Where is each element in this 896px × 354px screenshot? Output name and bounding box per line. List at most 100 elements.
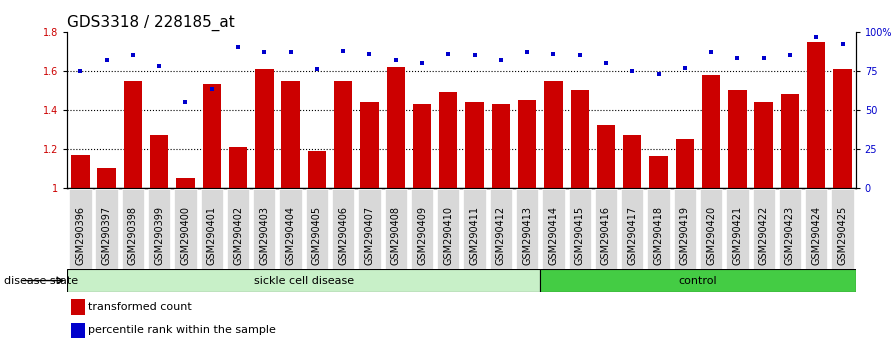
Bar xyxy=(281,80,300,188)
Bar xyxy=(807,42,825,188)
FancyBboxPatch shape xyxy=(674,189,696,282)
Point xyxy=(756,56,771,61)
Point xyxy=(310,67,324,72)
Point xyxy=(835,41,849,47)
FancyBboxPatch shape xyxy=(621,189,643,282)
Bar xyxy=(334,80,352,188)
Point xyxy=(494,57,508,63)
Text: disease state: disease state xyxy=(4,275,79,286)
Text: GSM290400: GSM290400 xyxy=(180,206,191,265)
Bar xyxy=(439,92,458,188)
FancyBboxPatch shape xyxy=(227,189,249,282)
Text: transformed count: transformed count xyxy=(88,302,192,312)
FancyBboxPatch shape xyxy=(175,189,196,282)
Text: GSM290415: GSM290415 xyxy=(574,206,585,265)
Point xyxy=(231,45,246,50)
FancyBboxPatch shape xyxy=(201,189,223,282)
FancyBboxPatch shape xyxy=(306,189,328,282)
FancyBboxPatch shape xyxy=(96,189,117,282)
Text: GSM290401: GSM290401 xyxy=(207,206,217,265)
FancyBboxPatch shape xyxy=(122,189,144,282)
Point xyxy=(651,71,666,77)
FancyBboxPatch shape xyxy=(648,189,669,282)
FancyBboxPatch shape xyxy=(411,189,433,282)
Bar xyxy=(71,299,85,315)
Point xyxy=(152,63,167,69)
FancyBboxPatch shape xyxy=(595,189,617,282)
Bar xyxy=(754,102,773,188)
Point xyxy=(704,49,719,55)
Text: GSM290421: GSM290421 xyxy=(732,206,743,265)
Text: GSM290420: GSM290420 xyxy=(706,206,716,265)
FancyBboxPatch shape xyxy=(358,189,381,282)
Bar xyxy=(150,135,168,188)
FancyBboxPatch shape xyxy=(753,189,775,282)
Point xyxy=(599,60,613,66)
Point xyxy=(441,51,455,57)
Bar xyxy=(465,102,484,188)
Text: GSM290399: GSM290399 xyxy=(154,206,164,265)
Point xyxy=(283,49,297,55)
Bar xyxy=(728,90,746,188)
FancyBboxPatch shape xyxy=(727,189,748,282)
Text: GSM290409: GSM290409 xyxy=(417,206,427,265)
Bar xyxy=(71,322,85,338)
FancyBboxPatch shape xyxy=(148,189,170,282)
Text: control: control xyxy=(678,275,718,286)
Text: GSM290405: GSM290405 xyxy=(312,206,322,265)
Bar xyxy=(571,90,589,188)
Bar xyxy=(228,147,247,188)
Point xyxy=(178,99,193,105)
Bar xyxy=(492,104,510,188)
Text: GSM290417: GSM290417 xyxy=(627,206,637,265)
Text: GSM290406: GSM290406 xyxy=(338,206,349,265)
Bar xyxy=(702,75,720,188)
Text: GSM290424: GSM290424 xyxy=(811,206,822,265)
Point xyxy=(468,52,482,58)
Text: GSM290402: GSM290402 xyxy=(233,206,243,265)
Text: GSM290396: GSM290396 xyxy=(75,206,85,265)
Text: GSM290404: GSM290404 xyxy=(286,206,296,265)
Point xyxy=(783,52,797,58)
Bar xyxy=(307,151,326,188)
FancyBboxPatch shape xyxy=(463,189,486,282)
Text: percentile rank within the sample: percentile rank within the sample xyxy=(88,325,276,336)
FancyBboxPatch shape xyxy=(831,189,854,282)
Bar xyxy=(597,125,616,188)
Text: GSM290410: GSM290410 xyxy=(444,206,453,265)
FancyBboxPatch shape xyxy=(516,189,538,282)
Bar xyxy=(67,269,540,292)
Point xyxy=(257,49,271,55)
Point xyxy=(99,57,114,63)
Point xyxy=(73,68,88,74)
Text: GSM290403: GSM290403 xyxy=(259,206,270,265)
FancyBboxPatch shape xyxy=(384,189,407,282)
Point xyxy=(125,52,140,58)
Text: GSM290411: GSM290411 xyxy=(470,206,479,265)
FancyBboxPatch shape xyxy=(542,189,564,282)
Text: GSM290413: GSM290413 xyxy=(522,206,532,265)
FancyBboxPatch shape xyxy=(700,189,722,282)
FancyBboxPatch shape xyxy=(437,189,460,282)
Text: GSM290418: GSM290418 xyxy=(653,206,664,265)
Point xyxy=(625,68,640,74)
Point xyxy=(520,49,534,55)
Bar xyxy=(780,94,799,188)
Text: GSM290419: GSM290419 xyxy=(680,206,690,265)
Point xyxy=(389,57,403,63)
Bar xyxy=(833,69,852,188)
Point xyxy=(336,48,350,53)
Text: GSM290407: GSM290407 xyxy=(365,206,375,265)
Bar xyxy=(413,104,431,188)
Bar xyxy=(386,67,405,188)
Bar xyxy=(124,80,142,188)
Text: GSM290425: GSM290425 xyxy=(838,206,848,265)
FancyBboxPatch shape xyxy=(332,189,354,282)
FancyBboxPatch shape xyxy=(69,189,91,282)
FancyBboxPatch shape xyxy=(254,189,275,282)
Point xyxy=(415,60,429,66)
FancyBboxPatch shape xyxy=(569,189,590,282)
Point xyxy=(677,65,692,70)
Bar xyxy=(676,139,694,188)
Bar xyxy=(202,84,221,188)
